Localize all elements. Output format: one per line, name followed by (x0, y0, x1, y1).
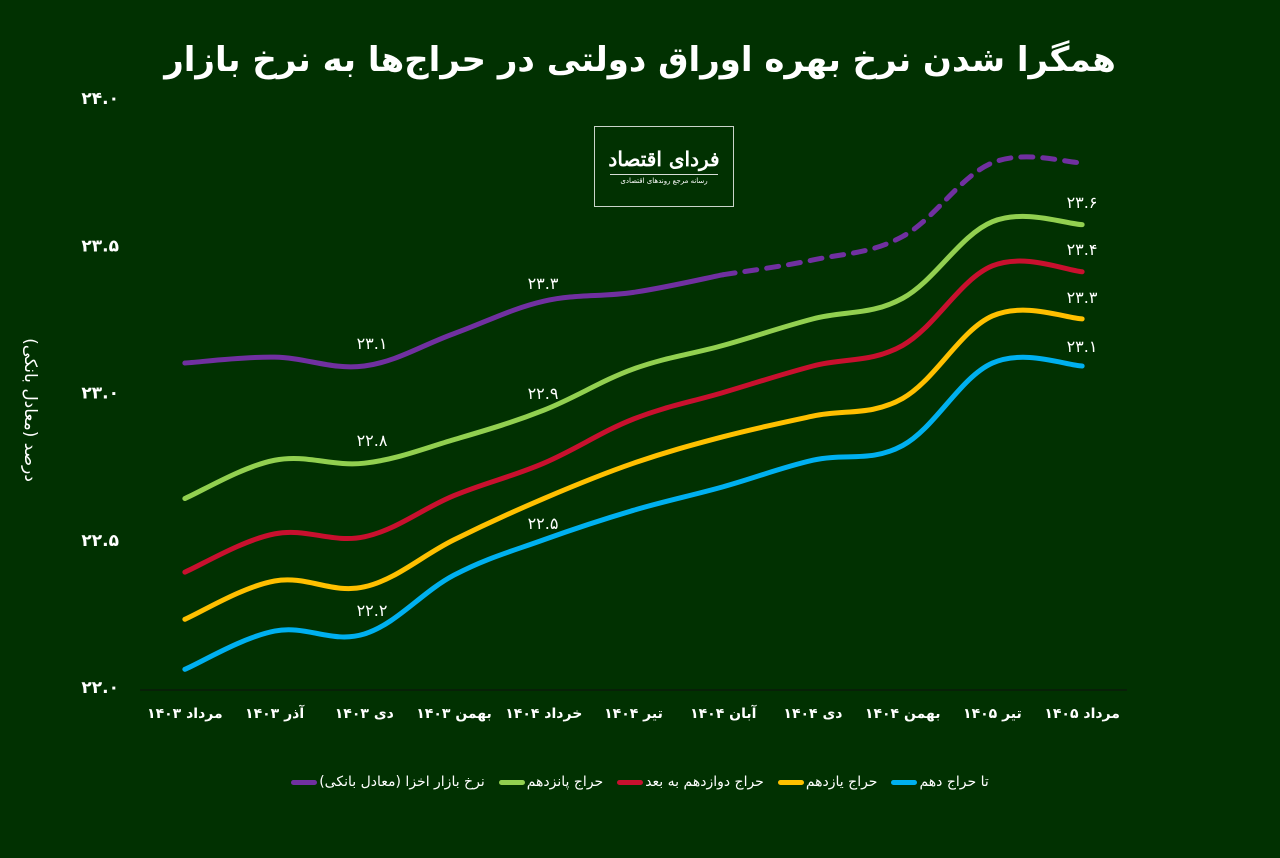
y-tick-label: ۲۳.۰ (81, 384, 119, 404)
legend-item: حراج یازدهم (777, 774, 878, 790)
x-tick-label: مرداد ۱۴۰۳ (147, 706, 223, 722)
chart-title: همگرا شدن نرخ بهره اوراق دولتی در حراج‌ه… (164, 40, 1116, 80)
data-label: ۲۲.۹ (528, 384, 559, 403)
x-tick-label: مرداد ۱۴۰۵ (1044, 706, 1120, 722)
legend-item: نرخ بازار اخزا (معادل بانکی) (291, 774, 485, 790)
series-line (182, 354, 1085, 672)
x-tick-label: بهمن ۱۴۰۳ (416, 706, 492, 722)
x-tick-label: بهمن ۱۴۰۴ (865, 706, 941, 722)
data-label: ۲۳.۴ (1067, 240, 1098, 259)
legend-swatch-icon (291, 779, 318, 785)
chart-legend: تا حراج دهم حراج یازدهم حراج دوازدهم به بع… (0, 774, 1280, 790)
legend-item: حراج پانزدهم (498, 774, 604, 790)
data-label: ۲۳.۳ (1067, 288, 1098, 307)
legend-label: تا حراج دهم (919, 774, 989, 790)
legend-label: حراج پانزدهم (526, 774, 604, 790)
data-label: ۲۲.۵ (528, 514, 559, 533)
y-tick-label: ۲۳.۵ (81, 236, 119, 256)
y-axis-ticks: ۲۲.۰ ۲۲.۵ ۲۳.۰ ۲۳.۵ ۲۴.۰ (81, 89, 119, 698)
x-tick-label: تیر ۱۴۰۴ (604, 706, 663, 722)
y-tick-label: ۲۲.۵ (81, 531, 119, 551)
logo-tagline: رسانه مرجع روندهای اقتصادی (620, 177, 708, 185)
series-line-dashed (720, 154, 1085, 278)
series-line (182, 307, 1085, 622)
series-line (182, 213, 1085, 502)
legend-label: حراج دوازدهم به بعد (645, 774, 764, 790)
data-label: ۲۳.۱ (1067, 337, 1098, 356)
x-tick-label: آبان ۱۴۰۴ (690, 704, 758, 722)
data-label: ۲۳.۱ (357, 334, 388, 353)
legend-item: تا حراج دهم (891, 774, 989, 790)
x-tick-label: دی ۱۴۰۴ (783, 706, 842, 722)
legend-swatch-icon (777, 779, 804, 785)
legend-swatch-icon (891, 779, 918, 785)
logo-name: فردای اقتصاد (608, 147, 720, 171)
x-tick-label: آذر ۱۴۰۳ (245, 704, 305, 722)
logo-divider (610, 174, 718, 175)
series-lines (182, 154, 1085, 672)
legend-swatch-icon (617, 779, 644, 785)
data-label: ۲۲.۸ (357, 431, 388, 450)
x-tick-label: دی ۱۴۰۳ (335, 706, 394, 722)
series-line (182, 258, 1085, 575)
legend-item: حراج دوازدهم به بعد (617, 774, 764, 790)
series-line-solid (182, 272, 726, 370)
x-tick-label: خرداد ۱۴۰۴ (505, 706, 582, 722)
x-axis-ticks: مرداد ۱۴۰۳ آذر ۱۴۰۳ دی ۱۴۰۳ بهمن ۱۴۰۳ خرداد … (147, 704, 1120, 722)
publisher-logo: فردای اقتصاد رسانه مرجع روندهای اقتصادی (594, 126, 734, 207)
legend-label: نرخ بازار اخزا (معادل بانکی) (319, 774, 485, 790)
data-label: ۲۲.۲ (357, 601, 388, 620)
data-label: ۲۳.۶ (1067, 193, 1098, 212)
y-tick-label: ۲۴.۰ (81, 89, 119, 109)
y-tick-label: ۲۲.۰ (81, 678, 119, 698)
legend-label: حراج یازدهم (805, 774, 878, 790)
data-label: ۲۳.۳ (528, 274, 559, 293)
data-labels: ۲۳.۱ ۲۳.۳ ۲۲.۸ ۲۲.۹ ۲۳.۶ ۲۳.۴ ۲۳.۳ ۲۲.۲ ۲۲.۵ ۲۳.۱ (357, 193, 1098, 620)
x-tick-label: تیر ۱۴۰۵ (963, 706, 1022, 722)
legend-swatch-icon (498, 779, 525, 785)
